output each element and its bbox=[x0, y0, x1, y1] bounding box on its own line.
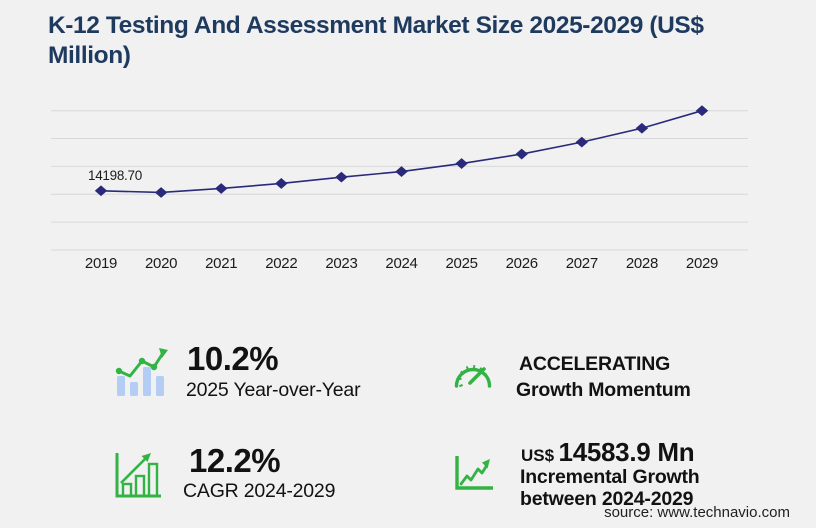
data-point-marker bbox=[94, 185, 108, 197]
data-point-marker bbox=[335, 171, 348, 183]
data-point-marker bbox=[455, 158, 468, 169]
growth-line-icon bbox=[455, 456, 493, 490]
x-tick-label: 2020 bbox=[145, 255, 177, 272]
cagr-value: 12.2% bbox=[189, 442, 281, 479]
data-point-label: 14198.70 bbox=[88, 168, 142, 183]
incremental-growth-value: US$ 14583.9 Mn bbox=[521, 437, 695, 468]
incremental-amount: 14583.9 Mn bbox=[558, 437, 695, 467]
page-title-line2: Million) bbox=[48, 42, 131, 69]
data-point-marker bbox=[215, 183, 228, 194]
data-point-marker bbox=[695, 105, 709, 117]
growth-bars-icon bbox=[115, 453, 161, 498]
cagr-label: CAGR 2024-2029 bbox=[183, 480, 336, 502]
source-attribution: source: www.technavio.com bbox=[604, 504, 790, 521]
x-tick-label: 2027 bbox=[566, 255, 598, 272]
data-point-marker bbox=[275, 178, 288, 189]
yoy-growth-value: 10.2% bbox=[187, 340, 279, 377]
data-point-marker bbox=[515, 148, 528, 160]
data-point-marker bbox=[154, 187, 168, 198]
gauge-icon bbox=[454, 365, 492, 388]
momentum-status: ACCELERATING bbox=[519, 353, 671, 375]
data-point-marker bbox=[635, 122, 649, 134]
x-tick-label: 2023 bbox=[325, 255, 357, 272]
x-tick-label: 2021 bbox=[205, 255, 237, 272]
x-tick-label: 2022 bbox=[265, 255, 297, 272]
x-tick-label: 2025 bbox=[446, 255, 478, 272]
market-size-line-chart-svg: 14198.70 2019 2020 2021 2022 2023 2024 2025 2026… bbox=[51, 105, 748, 272]
incremental-label-line2: between 2024-2029 bbox=[520, 488, 694, 510]
page-title: K-12 Testing And Assessment Market Size … bbox=[48, 11, 788, 71]
incremental-label-line1: Incremental Growth bbox=[520, 466, 700, 488]
series-line bbox=[100, 109, 703, 194]
currency-prefix: US$ bbox=[521, 446, 555, 465]
momentum-label: Growth Momentum bbox=[516, 379, 691, 401]
bar-chart-trend-icon bbox=[115, 348, 168, 396]
market-size-chart: 14198.70 2019 2020 2021 2022 2023 2024 2025 2026… bbox=[0, 95, 816, 280]
x-tick-label: 2026 bbox=[506, 255, 538, 272]
x-tick-label: 2024 bbox=[385, 255, 417, 272]
data-point-marker bbox=[395, 166, 408, 177]
x-tick-label: 2029 bbox=[686, 255, 718, 272]
yoy-growth-label: 2025 Year-over-Year bbox=[186, 379, 361, 401]
page-title-line1: K-12 Testing And Assessment Market Size … bbox=[48, 12, 704, 39]
x-tick-label: 2019 bbox=[85, 255, 117, 272]
x-tick-label: 2028 bbox=[626, 255, 658, 272]
data-point-marker bbox=[575, 136, 588, 148]
